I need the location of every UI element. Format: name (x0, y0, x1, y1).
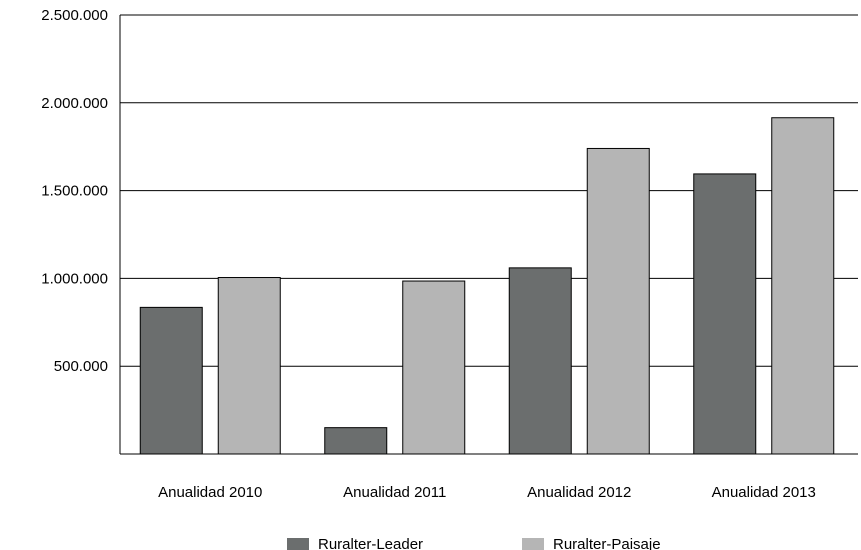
bar-ruralter-paisaje-3 (771, 117, 835, 455)
legend-swatch (287, 538, 309, 550)
legend-swatch (522, 538, 544, 550)
x-category-label: Anualidad 2012 (527, 484, 631, 501)
bar-ruralter-leader-3 (693, 173, 757, 455)
y-tick-label: 1.500.000 (41, 183, 108, 200)
y-tick-label: 500.000 (54, 358, 108, 375)
bars (139, 117, 835, 455)
y-tick-label: 2.500.000 (41, 7, 108, 24)
axes (119, 15, 858, 455)
y-tick-label: 2.000.000 (41, 95, 108, 112)
bar-ruralter-leader-0 (139, 306, 203, 455)
bar-ruralter-paisaje-1 (402, 280, 466, 455)
legend-label: Ruralter-Leader (318, 536, 423, 550)
legend: Ruralter-Leader Ruralter-Paisaje (287, 536, 661, 550)
bar-ruralter-leader-2 (508, 267, 572, 455)
x-category-label: Anualidad 2010 (158, 484, 262, 501)
bar-ruralter-leader-1 (324, 427, 388, 455)
x-category-label: Anualidad 2013 (712, 484, 816, 501)
legend-label: Ruralter-Paisaje (553, 536, 661, 550)
bar-ruralter-paisaje-2 (586, 147, 650, 455)
y-tick-label: 1.000.000 (41, 270, 108, 287)
bar-ruralter-paisaje-0 (217, 277, 281, 455)
x-category-labels: Anualidad 2010 Anualidad 2011 Anualidad 20… (158, 484, 816, 501)
x-category-label: Anualidad 2011 (343, 484, 446, 501)
y-tick-labels: 500.000 1.000.000 1.500.000 2.000.000 2.500.… (41, 7, 108, 375)
